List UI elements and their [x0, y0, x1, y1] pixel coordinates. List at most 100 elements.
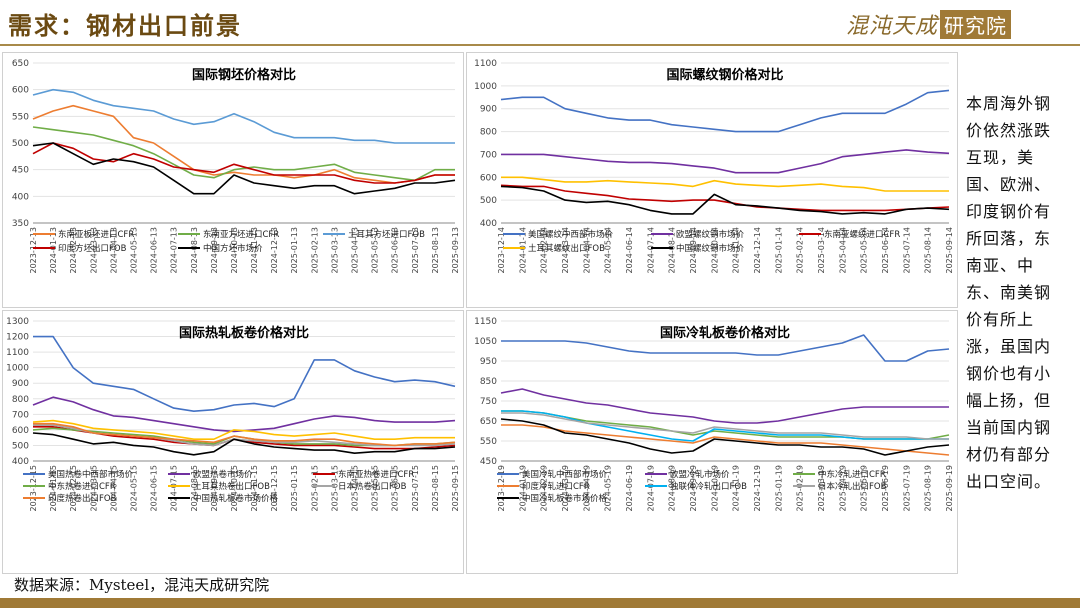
- x-tick-label: 2024-12-15: [270, 465, 279, 512]
- x-tick-label: 2024-08-14: [668, 227, 677, 274]
- chart-panel-hrc: 400 500 600 700 800 900 1000 1100 1200 1300 2023-1…: [2, 310, 464, 574]
- x-tick-label: 2024-12-14: [753, 227, 762, 274]
- y-tick-label: 1300: [6, 317, 29, 327]
- legend-label: 美国热卷中西部市场价: [48, 469, 134, 480]
- x-tick-label: 2025-09-19: [945, 465, 954, 512]
- y-tick-label: 600: [480, 173, 497, 183]
- x-tick-label: 2024-11-13: [250, 227, 259, 274]
- x-tick-label: 2024-06-15: [150, 465, 159, 512]
- x-tick-label: 2025-05-15: [371, 465, 380, 512]
- footer-bar: [0, 598, 1080, 608]
- page-title: 需求：钢材出口前景: [8, 11, 242, 40]
- x-tick-label: 2025-07-19: [902, 465, 911, 512]
- y-tick-label: 800: [480, 128, 497, 138]
- company-logo: 混沌天成 研究院: [846, 8, 1012, 40]
- x-tick-label: 2025-05-14: [860, 227, 869, 274]
- x-tick-label: 2024-07-15: [170, 465, 179, 512]
- x-tick-label: 2025-05-19: [860, 465, 869, 512]
- series-line: [501, 410, 949, 442]
- series-line: [501, 334, 950, 362]
- x-tick-label: 2025-03-13: [330, 227, 339, 274]
- x-tick-label: 2024-02-19: [540, 465, 549, 512]
- x-tick-label: 2025-09-13: [451, 227, 460, 274]
- x-tick-label: 2025-05-13: [371, 227, 380, 274]
- x-tick-label: 2024-02-15: [69, 465, 78, 512]
- header: 需求：钢材出口前景 混沌天成 研究院: [0, 0, 1080, 48]
- series-line: [500, 185, 950, 215]
- x-tick-label: 2023-12-19: [497, 465, 506, 512]
- x-tick-label: 2025-01-13: [290, 227, 299, 274]
- y-tick-label: 650: [480, 417, 497, 427]
- x-tick-label: 2024-04-19: [582, 465, 591, 512]
- x-tick-label: 2024-02-13: [69, 227, 78, 274]
- y-tick-label: 550: [12, 112, 29, 122]
- x-tick-label: 2023-12-13: [29, 227, 38, 274]
- series-line: [32, 126, 455, 182]
- x-tick-label: 2024-10-15: [230, 465, 239, 512]
- x-tick-label: 2024-09-19: [689, 465, 698, 512]
- y-tick-label: 600: [12, 426, 29, 436]
- series-line: [32, 142, 455, 184]
- hrc-price-chart: 400 500 600 700 800 900 1000 1100 1200 1300 2023-1…: [6, 317, 460, 512]
- x-tick-label: 2025-02-13: [310, 227, 319, 274]
- x-tick-label: 2024-07-14: [646, 227, 655, 274]
- x-tick-label: 2024-01-19: [518, 465, 527, 512]
- x-tick-label: 2025-01-14: [774, 227, 783, 274]
- legend-label: 美国冷轧中西部市场价: [522, 469, 608, 480]
- x-tick-label: 2025-04-13: [351, 227, 360, 274]
- x-tick-label: 2024-08-13: [190, 227, 199, 274]
- x-tick-label: 2024-01-14: [518, 227, 527, 274]
- x-tick-label: 2024-02-14: [540, 227, 549, 274]
- logo-box: 研究院: [940, 10, 1012, 39]
- x-tick-label: 2024-04-15: [109, 465, 118, 512]
- legend-label: 印度冷轧进口CFR: [522, 481, 590, 492]
- legend-label: 东南亚螺纹进口CFR: [824, 229, 900, 240]
- x-tick-label: 2025-09-14: [945, 227, 954, 274]
- x-tick-label: 2025-08-15: [431, 465, 440, 512]
- x-tick-label: 2025-07-13: [411, 227, 420, 274]
- x-tick-label: 2024-12-13: [270, 227, 279, 274]
- legend-label: 中国冷轧板卷市场价格: [522, 493, 608, 504]
- x-tick-label: 2024-11-19: [732, 465, 741, 512]
- y-tick-label: 450: [12, 166, 29, 176]
- x-tick-label: 2024-05-13: [129, 227, 138, 274]
- x-tick-label: 2025-08-13: [431, 227, 440, 274]
- x-tick-label: 2025-03-14: [817, 227, 826, 274]
- chart-title: 国际热轧板卷价格对比: [179, 325, 309, 341]
- y-tick-label: 400: [480, 219, 497, 229]
- legend-label: 土耳其方坯进口FOB: [348, 229, 425, 240]
- y-tick-label: 1100: [474, 59, 497, 69]
- chart-title: 国际螺纹钢价格对比: [666, 67, 783, 83]
- series-line: [33, 422, 456, 447]
- legend-label: 印度热卷出口FOB: [48, 493, 117, 504]
- series-line: [500, 184, 950, 212]
- series-line: [32, 419, 455, 440]
- chart-panel-rebar: 400 500 600 700 800 900 1000 1100 2023-12-14 2024…: [466, 52, 958, 308]
- legend-label: 东南亚热卷进口CFR: [338, 469, 414, 480]
- x-tick-label: 2025-09-15: [451, 465, 460, 512]
- x-tick-label: 2024-04-13: [109, 227, 118, 274]
- legend-label: 欧盟冷轧市场价: [670, 469, 730, 480]
- series-line: [501, 176, 949, 192]
- x-tick-label: 2025-01-15: [290, 465, 299, 512]
- x-tick-label: 2024-11-15: [250, 465, 259, 512]
- x-tick-label: 2024-03-14: [561, 227, 570, 274]
- x-tick-label: 2025-06-13: [391, 227, 400, 274]
- x-tick-label: 2024-05-14: [604, 227, 613, 274]
- billet-price-chart: 350 400 450 500 550 600 650 2023-12-13 2024-01-1…: [12, 59, 460, 274]
- series-line: [500, 89, 950, 133]
- series-line: [501, 410, 950, 440]
- x-tick-label: 2024-05-19: [604, 465, 613, 512]
- series-line: [32, 432, 456, 456]
- legend-label: 印度方坯出口FOB: [58, 243, 127, 254]
- x-tick-label: 2025-03-15: [330, 465, 339, 512]
- x-tick-label: 2025-07-14: [902, 227, 911, 274]
- x-tick-label: 2025-07-15: [411, 465, 420, 512]
- series-line: [500, 388, 949, 424]
- chart-panel-billet: 350 400 450 500 550 600 650 2023-12-13 2024-01-1…: [2, 52, 464, 308]
- x-tick-label: 2024-09-13: [210, 227, 219, 274]
- y-tick-label: 900: [12, 379, 29, 389]
- legend-label: 东南亚板坯进口CFR: [58, 229, 134, 240]
- x-tick-label: 2024-07-13: [170, 227, 179, 274]
- logo-script: 混沌天成: [846, 14, 939, 39]
